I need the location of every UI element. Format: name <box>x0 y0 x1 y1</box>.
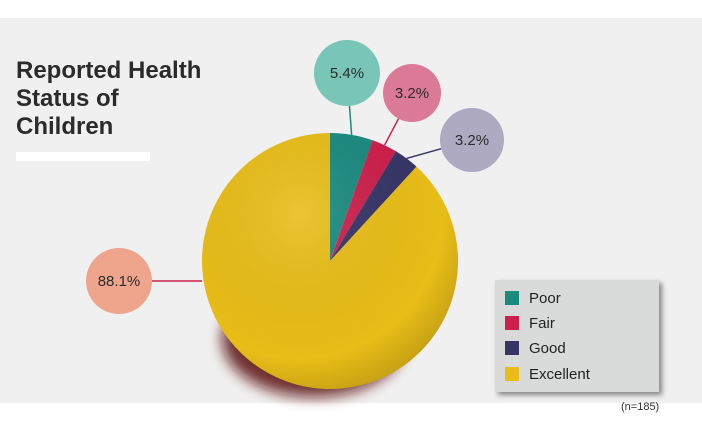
leader-line-good <box>406 147 442 160</box>
chart-title: Reported Health Status of Children <box>16 57 202 140</box>
legend-item-excellent: Excellent <box>505 364 590 384</box>
legend-swatch-excellent <box>505 367 519 381</box>
label-bubble-good <box>440 108 504 172</box>
data-label-poor: 5.4% <box>330 65 364 82</box>
legend-item-poor: Poor <box>505 288 561 308</box>
label-bubble-fair <box>383 64 441 122</box>
pie-shading <box>202 133 458 389</box>
data-label-good: 3.2% <box>455 132 489 149</box>
leader-line-poor <box>348 105 353 135</box>
data-label-fair: 3.2% <box>395 85 429 102</box>
legend-label-fair: Fair <box>529 314 555 332</box>
legend-swatch-fair <box>505 316 519 330</box>
legend-swatch-poor <box>505 291 519 305</box>
legend-swatch-good <box>505 341 519 355</box>
label-bubble-excellent <box>86 248 152 314</box>
legend-item-fair: Fair <box>505 313 555 333</box>
legend-item-good: Good <box>505 338 566 358</box>
label-bubble-poor <box>314 40 380 106</box>
leader-line-fair <box>383 118 400 146</box>
sample-size-note: (n=185) <box>621 401 660 413</box>
legend-label-good: Good <box>529 339 566 357</box>
legend: Poor Fair Good Excellent <box>495 280 659 392</box>
legend-label-excellent: Excellent <box>529 365 590 383</box>
title-underline <box>16 152 150 161</box>
data-label-excellent: 88.1% <box>98 273 141 290</box>
legend-label-poor: Poor <box>529 289 561 307</box>
